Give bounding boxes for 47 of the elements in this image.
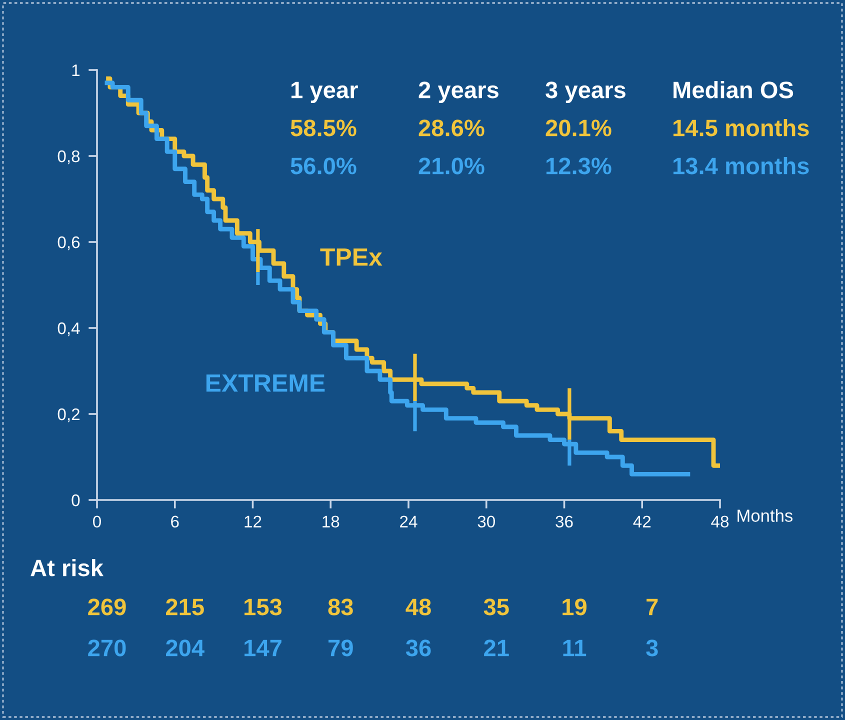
x-tick-label: 6 (171, 516, 179, 528)
x-tick-label: 24 (400, 516, 418, 528)
annotation: 21.0% (418, 158, 484, 174)
x-tick-label: 18 (322, 516, 340, 528)
x-axis-title: Months (738, 509, 793, 522)
text: 204 (166, 640, 204, 656)
annotation: 58.5% (290, 120, 356, 136)
text: 19 (562, 598, 587, 616)
text: 48 (406, 598, 431, 616)
annotation: 14.5 months (673, 118, 809, 136)
x-tick-label: 0 (93, 516, 101, 528)
y-tick-label: 0,8 (58, 150, 80, 164)
annotation: 56.0% (290, 158, 356, 174)
annotation: 1 year (291, 82, 358, 104)
annotation: Median OS (674, 80, 794, 98)
annotation: 13.4 months (673, 156, 809, 174)
y-tick-label: 0,6 (58, 236, 80, 250)
text: 147 (244, 640, 282, 656)
series-label: TPEx (320, 248, 382, 266)
series-label: EXTREME (206, 374, 325, 392)
x-tick-label: 48 (711, 516, 729, 528)
annotation: 3 years (546, 82, 626, 104)
annotation: 2 years (418, 82, 498, 104)
annotation: 20.1% (546, 120, 612, 136)
text: 21 (484, 640, 509, 656)
x-tick-label: 12 (244, 516, 262, 528)
x-tick-label: 36 (556, 516, 573, 528)
text: 3 (646, 640, 658, 656)
text: 35 (484, 598, 509, 616)
text: At risk (30, 558, 104, 576)
y-tick-label: 1 (72, 64, 80, 76)
y-tick-label: 0 (72, 494, 80, 506)
text: 79 (328, 640, 353, 656)
x-tick-label: 30 (478, 516, 495, 528)
text: 269 (88, 598, 126, 616)
text: 7 (646, 598, 658, 616)
text: 270 (88, 640, 126, 656)
y-tick-label: 0,2 (58, 408, 80, 422)
x-tick-label: 42 (633, 516, 651, 528)
text: 36 (406, 640, 431, 656)
text: 153 (244, 598, 282, 616)
text: 215 (166, 598, 204, 616)
text: 11 (563, 640, 586, 656)
text: 83 (328, 598, 353, 616)
annotation: 28.6% (418, 120, 484, 136)
y-tick-label: 0,4 (58, 322, 80, 336)
annotation: 12.3% (546, 158, 612, 174)
